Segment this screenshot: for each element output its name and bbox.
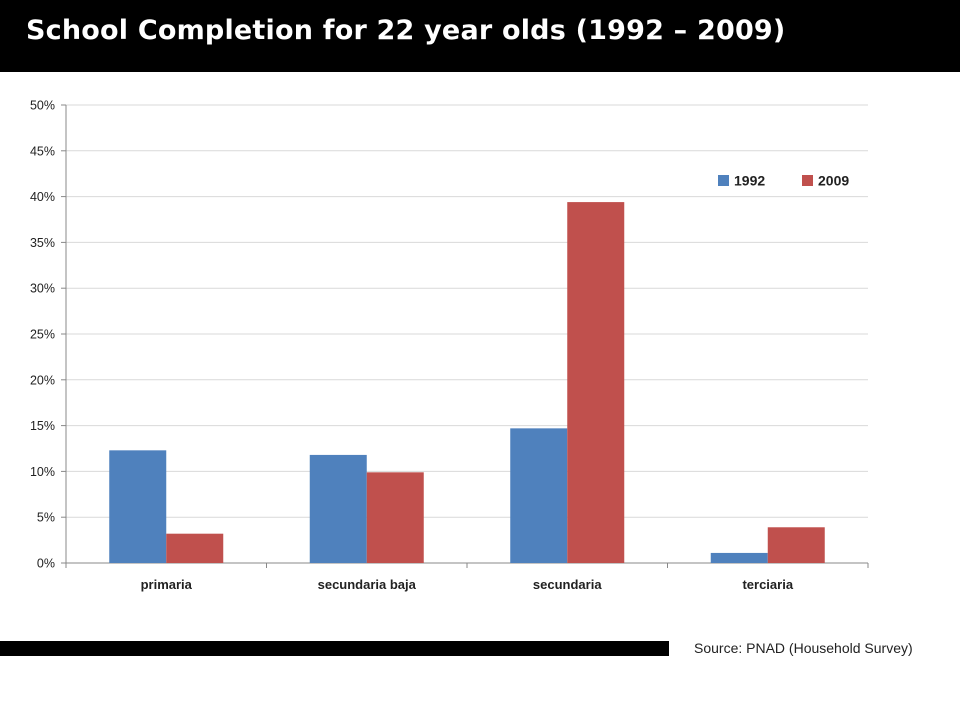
y-tick-label: 50% bbox=[30, 99, 55, 113]
y-tick-label: 10% bbox=[30, 465, 55, 479]
y-tick-label: 45% bbox=[30, 144, 55, 158]
y-tick-label: 40% bbox=[30, 190, 55, 204]
source-note: Source: PNAD (Household Survey) bbox=[694, 640, 913, 656]
y-tick-label: 35% bbox=[30, 236, 55, 250]
bar-1992-terciaria bbox=[710, 552, 768, 563]
y-tick-label: 5% bbox=[37, 511, 55, 525]
bar-2009-terciaria bbox=[767, 527, 825, 563]
x-category-label: primaria bbox=[141, 577, 193, 592]
y-tick-label: 15% bbox=[30, 419, 55, 433]
bar-2009-secundaria bbox=[567, 202, 625, 563]
legend-swatch-2009 bbox=[802, 175, 813, 186]
y-tick-label: 25% bbox=[30, 328, 55, 342]
legend-swatch-1992 bbox=[718, 175, 729, 186]
bar-1992-primaria bbox=[109, 450, 167, 563]
y-tick-label: 30% bbox=[30, 282, 55, 296]
bar-2009-primaria bbox=[166, 533, 224, 563]
x-category-label: terciaria bbox=[742, 577, 793, 592]
slide-title: School Completion for 22 year olds (1992… bbox=[26, 15, 786, 46]
bar-1992-secundaria bbox=[510, 428, 568, 563]
y-tick-label: 0% bbox=[37, 557, 55, 571]
legend-label-2009: 2009 bbox=[818, 173, 849, 189]
x-category-label: secundaria bbox=[533, 577, 602, 592]
legend-label-1992: 1992 bbox=[734, 173, 765, 189]
chart-area: 0% 5% 10% 15% 20% 25% 30% 35% 40% 45% 50% primaria s… bbox=[0, 88, 960, 608]
bar-chart: 0% 5% 10% 15% 20% 25% 30% 35% 40% 45% 50% primaria s… bbox=[30, 99, 869, 592]
x-category-label: secundaria baja bbox=[318, 577, 417, 592]
y-tick-label: 20% bbox=[30, 373, 55, 387]
title-bar: School Completion for 22 year olds (1992… bbox=[0, 0, 960, 72]
footer-bar bbox=[0, 641, 669, 656]
bar-2009-secundaria-baja bbox=[366, 472, 424, 563]
bar-1992-secundaria-baja bbox=[309, 454, 367, 563]
